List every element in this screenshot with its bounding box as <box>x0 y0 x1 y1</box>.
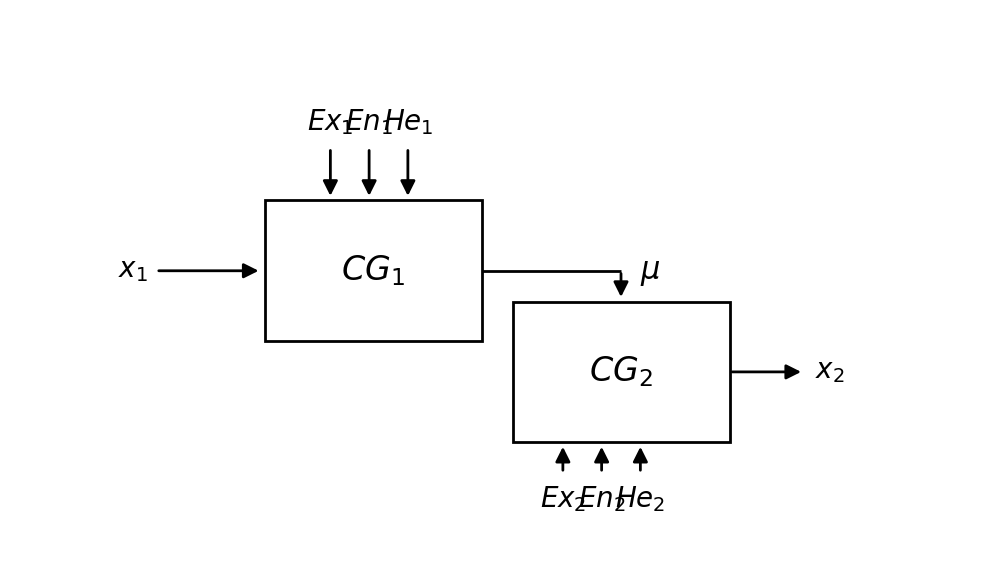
Text: $Ex_{2}$: $Ex_{2}$ <box>540 484 586 514</box>
Text: $x_1$: $x_1$ <box>118 258 148 284</box>
Text: $CG_1$: $CG_1$ <box>341 254 405 288</box>
Text: $\mu$: $\mu$ <box>640 258 661 288</box>
Text: $x_2$: $x_2$ <box>815 359 844 385</box>
Text: $En_{2}$: $En_{2}$ <box>578 484 625 514</box>
Text: $Ex_{1}$: $Ex_{1}$ <box>307 107 354 136</box>
Text: $He_{2}$: $He_{2}$ <box>615 484 666 514</box>
Text: $En_{1}$: $En_{1}$ <box>345 107 393 136</box>
Bar <box>512 301 730 442</box>
Text: $CG_2$: $CG_2$ <box>589 355 653 389</box>
Text: $He_{1}$: $He_{1}$ <box>383 107 433 136</box>
Bar <box>264 200 482 341</box>
